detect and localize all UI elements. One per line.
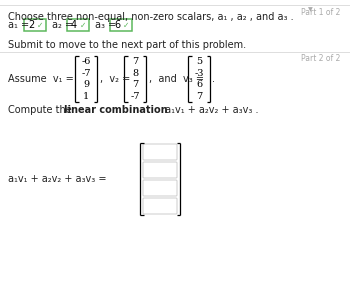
Text: Submit to move to the next part of this problem.: Submit to move to the next part of this …	[8, 40, 246, 50]
Text: a₃ =: a₃ =	[95, 20, 116, 30]
Text: -3: -3	[194, 69, 204, 78]
Text: Assume  v₁ =: Assume v₁ =	[8, 74, 74, 84]
Text: ✓: ✓	[80, 20, 86, 30]
Text: Part 1 of 2: Part 1 of 2	[301, 8, 340, 17]
Text: 6: 6	[196, 80, 202, 89]
Text: 7: 7	[132, 57, 138, 66]
Text: linear combination: linear combination	[64, 105, 168, 115]
Text: Choose three non-equal, non-zero scalars, a₁ , a₂ , and a₃ .: Choose three non-equal, non-zero scalars…	[8, 12, 294, 22]
Text: ,  v₂ =: , v₂ =	[100, 74, 130, 84]
Text: a₁ =: a₁ =	[8, 20, 29, 30]
FancyBboxPatch shape	[143, 198, 177, 214]
Text: 6: 6	[114, 20, 120, 30]
Text: 7: 7	[196, 92, 202, 101]
Text: 1: 1	[83, 92, 89, 101]
FancyBboxPatch shape	[67, 19, 89, 31]
FancyBboxPatch shape	[143, 162, 177, 178]
Text: 9: 9	[83, 80, 89, 89]
Text: -7: -7	[130, 92, 140, 101]
Text: 4: 4	[71, 20, 77, 30]
Text: 2: 2	[28, 20, 34, 30]
Text: ✓: ✓	[122, 20, 129, 30]
Text: Part 2 of 2: Part 2 of 2	[301, 54, 340, 63]
Text: .: .	[212, 74, 215, 84]
Text: ▼: ▼	[308, 7, 313, 12]
Text: a₁v₁ + a₂v₂ + a₃v₃ =: a₁v₁ + a₂v₂ + a₃v₃ =	[8, 174, 106, 184]
Text: ✓: ✓	[37, 20, 43, 30]
Text: 7: 7	[132, 80, 138, 89]
Text: a₁v₁ + a₂v₂ + a₃v₃ .: a₁v₁ + a₂v₂ + a₃v₃ .	[162, 105, 259, 115]
Text: 8: 8	[132, 69, 138, 78]
Text: a₂ =: a₂ =	[52, 20, 73, 30]
FancyBboxPatch shape	[110, 19, 132, 31]
Text: 5: 5	[196, 57, 202, 66]
Text: Compute the: Compute the	[8, 105, 75, 115]
FancyBboxPatch shape	[24, 19, 46, 31]
Text: ,  and  v₃ =: , and v₃ =	[149, 74, 204, 84]
Text: -7: -7	[81, 69, 91, 78]
FancyBboxPatch shape	[143, 180, 177, 196]
FancyBboxPatch shape	[143, 144, 177, 160]
Text: -6: -6	[81, 57, 91, 66]
